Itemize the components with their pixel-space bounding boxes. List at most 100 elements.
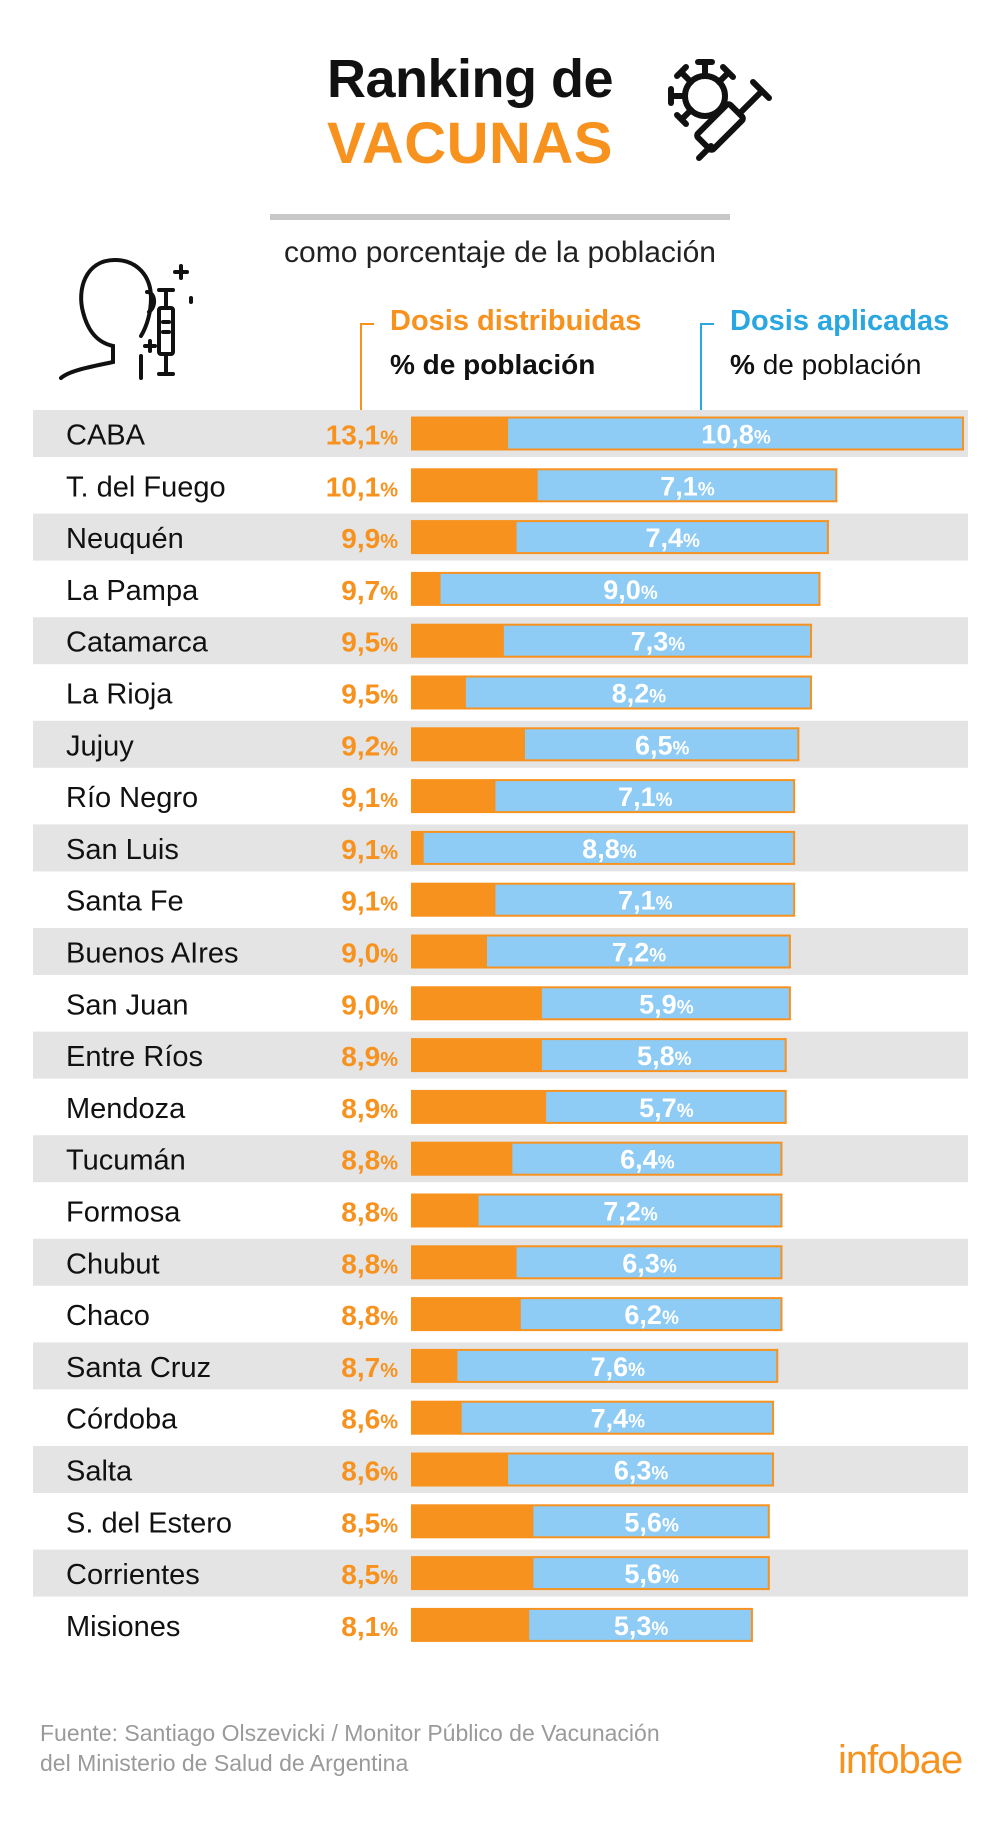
legend-distributed-title: Dosis distribuidas xyxy=(390,305,642,337)
applied-bar xyxy=(516,1247,781,1278)
applied-bar xyxy=(524,729,798,760)
category-label: Neuquén xyxy=(66,523,184,555)
category-label: La Pampa xyxy=(66,575,199,607)
distributed-value-label: 13,1% xyxy=(326,420,399,451)
distributed-value-label: 9,1% xyxy=(341,886,398,917)
distributed-value-label: 8,1% xyxy=(341,1611,398,1642)
category-label: Misiones xyxy=(66,1611,180,1643)
distributed-value-label: 8,9% xyxy=(341,1093,398,1124)
applied-value-label: 8,8% xyxy=(582,834,637,864)
applied-value-label: 10,8% xyxy=(701,420,771,450)
legend-applied: Dosis aplicadas % de población xyxy=(700,305,980,420)
applied-bar xyxy=(465,677,811,708)
category-label: Corrientes xyxy=(66,1559,200,1591)
distributed-value-label: 10,1% xyxy=(326,471,399,502)
category-label: Río Negro xyxy=(66,782,198,814)
category-label: San Luis xyxy=(66,834,179,866)
person-vaccine-icon xyxy=(59,258,193,380)
source-line-1: Fuente: Santiago Olszevicki / Monitor Pú… xyxy=(40,1720,660,1746)
distributed-value-label: 8,8% xyxy=(341,1145,398,1176)
applied-bar xyxy=(520,1299,781,1330)
legend-distributed-sub: % de población xyxy=(390,349,596,380)
category-label: Mendoza xyxy=(66,1093,186,1125)
category-label: Santa Fe xyxy=(66,886,184,918)
distributed-value-label: 9,5% xyxy=(341,679,398,710)
applied-value-label: 7,4% xyxy=(645,523,700,553)
applied-bar xyxy=(508,1454,773,1485)
category-label: Córdoba xyxy=(66,1404,178,1436)
title-divider xyxy=(270,214,730,220)
distributed-value-label: 8,8% xyxy=(341,1197,398,1228)
category-label: Chubut xyxy=(66,1248,160,1280)
distributed-value-label: 9,1% xyxy=(341,834,398,865)
legend-applied-bracket xyxy=(700,323,714,420)
applied-value-label: 5,6% xyxy=(624,1559,679,1589)
applied-value-label: 7,3% xyxy=(631,627,686,657)
legend-applied-title: Dosis aplicadas xyxy=(730,305,950,337)
distributed-value-label: 9,1% xyxy=(341,782,398,813)
legend-distributed: Dosis distribuidas % de población xyxy=(360,305,660,420)
distributed-value-label: 8,6% xyxy=(341,1404,398,1435)
applied-bar xyxy=(423,832,794,863)
legend-applied-sub: % de población xyxy=(730,349,922,381)
category-label: T. del Fuego xyxy=(66,471,226,503)
vaccine-virus-icon xyxy=(668,59,772,161)
legend-distributed-bracket xyxy=(360,323,374,420)
subtitle: como porcentaje de la población xyxy=(284,236,716,269)
category-label: Catamarca xyxy=(66,627,209,659)
applied-value-label: 6,4% xyxy=(620,1145,675,1175)
applied-value-label: 9,0% xyxy=(603,575,658,605)
applied-value-label: 7,1% xyxy=(618,886,673,916)
distributed-value-label: 9,5% xyxy=(341,627,398,658)
applied-bar xyxy=(440,573,819,604)
applied-bar xyxy=(546,1091,785,1122)
distributed-value-label: 9,7% xyxy=(341,575,398,606)
applied-value-label: 5,6% xyxy=(624,1507,679,1537)
applied-value-label: 5,3% xyxy=(614,1611,669,1641)
applied-value-label: 7,1% xyxy=(660,471,715,501)
title-line2: VACUNAS xyxy=(327,111,613,176)
infobae-logo: infobae xyxy=(838,1738,963,1782)
applied-bar xyxy=(541,1040,785,1071)
category-label: La Rioja xyxy=(66,679,173,711)
category-label: Chaco xyxy=(66,1300,150,1332)
distributed-value-label: 9,0% xyxy=(341,938,398,969)
distributed-value-label: 8,6% xyxy=(341,1456,398,1487)
applied-value-label: 5,7% xyxy=(639,1093,694,1123)
category-label: Salta xyxy=(66,1456,133,1488)
category-label: S. del Estero xyxy=(66,1507,232,1539)
distributed-value-label: 8,5% xyxy=(341,1559,398,1590)
distributed-value-label: 8,5% xyxy=(341,1507,398,1538)
distributed-value-label: 8,9% xyxy=(341,1041,398,1072)
distributed-value-label: 9,9% xyxy=(341,523,398,554)
applied-bar xyxy=(516,522,827,553)
category-label: CABA xyxy=(66,420,146,452)
category-label: Santa Cruz xyxy=(66,1352,211,1384)
applied-value-label: 8,2% xyxy=(612,679,667,709)
legend-applied-pct: % xyxy=(730,349,755,380)
source-note: Fuente: Santiago Olszevicki / Monitor Pú… xyxy=(40,1718,660,1778)
distributed-value-label: 8,8% xyxy=(341,1300,398,1331)
applied-value-label: 7,4% xyxy=(591,1404,646,1434)
applied-bar xyxy=(495,781,794,812)
applied-value-label: 6,3% xyxy=(622,1248,677,1278)
applied-bar xyxy=(533,1506,768,1537)
applied-bar xyxy=(495,884,794,915)
applied-bar xyxy=(508,418,962,449)
category-label: Tucumán xyxy=(66,1145,186,1177)
applied-bar xyxy=(461,1402,773,1433)
applied-bar xyxy=(529,1609,751,1640)
applied-value-label: 5,8% xyxy=(637,1041,692,1071)
applied-bar xyxy=(512,1143,781,1174)
applied-bar xyxy=(541,988,789,1019)
category-label: Entre Ríos xyxy=(66,1041,203,1073)
applied-bar xyxy=(503,625,811,656)
distributed-value-label: 8,7% xyxy=(341,1352,398,1383)
applied-value-label: 7,2% xyxy=(612,938,667,968)
applied-bar xyxy=(533,1558,768,1589)
category-label: Jujuy xyxy=(66,730,134,762)
header: Ranking de VACUNAS como porcentaje de la… xyxy=(0,40,1000,269)
category-label: Buenos AIres xyxy=(66,938,239,970)
applied-value-label: 6,3% xyxy=(614,1456,669,1486)
